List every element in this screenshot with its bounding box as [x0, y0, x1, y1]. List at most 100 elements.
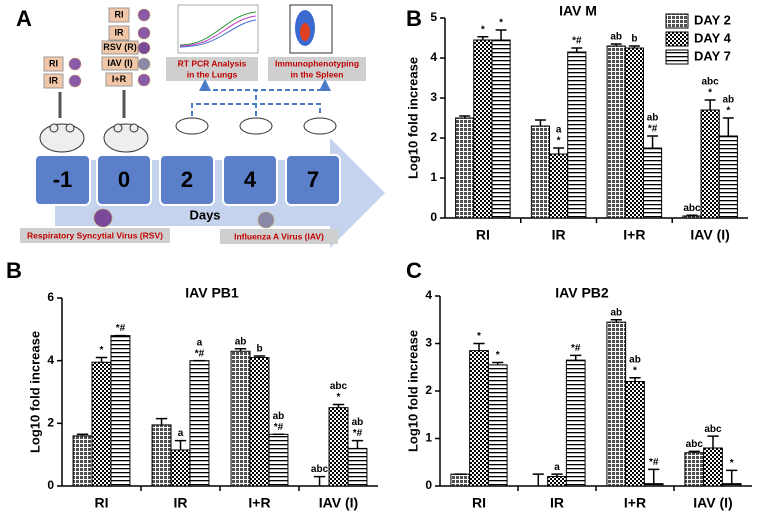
bar	[530, 125, 551, 219]
day-box	[222, 154, 278, 206]
significance-label: *	[633, 365, 637, 376]
bar	[230, 350, 251, 487]
error-bar	[551, 473, 563, 477]
significance-label: abc	[702, 77, 720, 88]
bar	[642, 147, 663, 219]
x-tick-label: IAV (I)	[693, 495, 732, 511]
bar	[643, 483, 664, 487]
error-bar	[459, 115, 471, 118]
error-bar	[534, 119, 546, 126]
mouse	[303, 117, 337, 135]
significance-label: *	[557, 136, 561, 147]
significance-label: *#	[649, 457, 659, 468]
panel-a: A RI IR RI IR RSV (R) IAV (I) I+R	[16, 4, 385, 248]
error-bar	[704, 99, 716, 110]
y-tick-label: 6	[47, 290, 54, 304]
error-bar	[707, 435, 719, 448]
virus-icon	[137, 8, 151, 22]
bar	[606, 45, 626, 219]
x-tick-label: IR	[550, 495, 564, 511]
bar	[469, 350, 489, 487]
significance-label: *	[481, 24, 485, 35]
significance-label: *#	[195, 348, 205, 359]
significance-label: *	[708, 88, 712, 99]
error-bar	[726, 469, 738, 484]
significance-label: *#	[353, 428, 363, 439]
error-bar	[628, 45, 640, 48]
x-tick-label: RI	[476, 227, 490, 243]
bar	[565, 359, 586, 487]
mouse-ear	[49, 123, 59, 133]
bar	[567, 51, 587, 219]
error-bar	[571, 47, 583, 52]
y-tick-label: 4	[430, 50, 437, 64]
y-tick-label: 2	[47, 416, 54, 430]
bar	[110, 335, 131, 487]
bar	[547, 476, 567, 487]
y-tick-label: 2	[430, 130, 437, 144]
significance-label: *#	[274, 422, 284, 433]
significance-label: ab	[629, 354, 641, 365]
panel-label: C	[406, 258, 422, 283]
significance-label: *	[100, 345, 104, 356]
day-label: 4	[244, 167, 257, 192]
connector	[191, 90, 321, 116]
significance-label: *	[730, 458, 734, 469]
group-label: I+R	[112, 74, 127, 84]
error-bar	[648, 468, 660, 484]
bar	[347, 447, 368, 487]
y-tick-label: 1	[425, 431, 432, 445]
mouse	[239, 117, 273, 135]
y-tick-label: 3	[430, 90, 437, 104]
significance-label: ab	[273, 411, 285, 422]
error-bar	[76, 433, 89, 436]
legend-swatch	[665, 49, 689, 65]
error-bar	[495, 29, 507, 40]
error-bar	[647, 135, 659, 148]
x-tick-label: I+R	[624, 495, 646, 511]
error-bar	[610, 319, 622, 323]
mouse	[39, 123, 85, 153]
y-tick-label: 4	[425, 288, 432, 302]
day-label: 7	[307, 167, 319, 192]
group-box	[101, 56, 139, 71]
error-bar	[686, 214, 698, 216]
significance-label: a	[554, 462, 560, 473]
significance-label: a	[556, 125, 562, 136]
significance-label: abc	[704, 424, 722, 435]
bar	[455, 117, 475, 219]
virus-icon	[137, 73, 151, 87]
virus-labels: Respiratory Syncytial Virus (RSV) Influe…	[20, 208, 338, 244]
virus-icon	[257, 211, 275, 229]
x-tick-label: RI	[472, 495, 486, 511]
analysis-label: in the Spleen	[291, 69, 344, 79]
bar	[624, 47, 644, 219]
y-tick-label: 3	[425, 336, 432, 350]
group-box	[108, 25, 130, 41]
bar	[450, 473, 471, 487]
analysis-box	[166, 57, 258, 81]
significance-label: ab	[722, 95, 734, 106]
virus-box	[220, 229, 338, 244]
analysis-label: Immunophenotyping	[275, 58, 359, 68]
error-bar	[532, 473, 544, 486]
significance-label: *	[496, 350, 500, 361]
error-bar	[253, 355, 266, 358]
day-label: 0	[118, 167, 130, 192]
bar	[700, 109, 720, 219]
group-label: RI	[49, 58, 58, 68]
significance-label: abc	[330, 381, 348, 392]
group-box	[43, 56, 64, 72]
significance-label: a	[178, 428, 184, 439]
pcr-curve	[179, 15, 257, 47]
significance-label: abc	[311, 464, 329, 475]
legend-swatch	[665, 13, 689, 29]
panel-label: B	[406, 6, 422, 31]
significance-label: abc	[683, 203, 701, 214]
error-bar	[155, 417, 168, 425]
x-tick-label: RI	[95, 495, 109, 511]
legend-label: DAY 7	[694, 48, 731, 63]
flow-blob	[300, 23, 310, 41]
error-bar	[473, 342, 485, 351]
